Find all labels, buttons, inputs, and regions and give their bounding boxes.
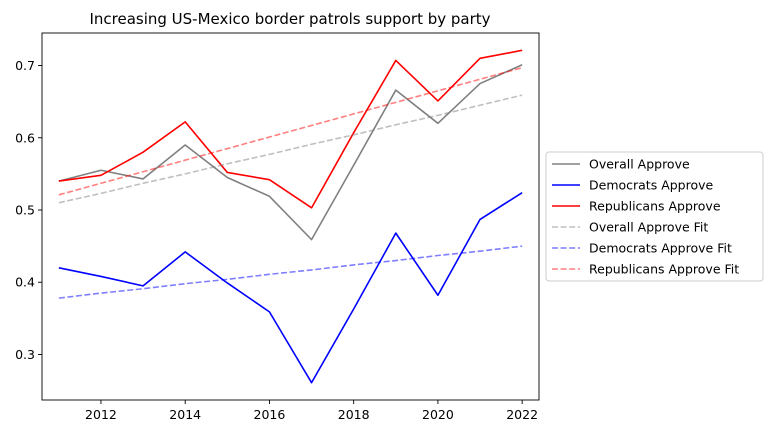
legend-label-republicans-approve: Republicans Approve <box>589 199 721 214</box>
y-tick-label: 0.3 <box>15 347 35 362</box>
legend-label-democrats-approve: Democrats Approve <box>589 178 714 193</box>
y-tick-label: 0.6 <box>15 130 35 145</box>
axes: 2012 2014 2016 2018 2020 2022 0.3 0.4 0.5 0.6 0.7 <box>15 32 540 422</box>
y-tick-label: 0.4 <box>15 275 35 290</box>
series-line-overall-approve-fit <box>58 94 523 204</box>
series-line-overall-approve <box>58 64 523 241</box>
legend-label-democrats-approve-fit: Democrats Approve Fit <box>589 241 732 256</box>
series-line-republicans-approve <box>58 49 523 209</box>
x-tick-label: 2014 <box>169 407 201 422</box>
series-line-democrats-approve <box>58 191 523 384</box>
x-tick-label: 2018 <box>338 407 370 422</box>
x-tick-label: 2012 <box>85 407 117 422</box>
x-tick-label: 2016 <box>254 407 286 422</box>
y-tick-label: 0.5 <box>15 202 35 217</box>
chart-title: Increasing US-Mexico border patrols supp… <box>89 10 490 28</box>
legend-label-overall-approve-fit: Overall Approve Fit <box>589 220 708 235</box>
series-line-republicans-approve-fit <box>58 66 523 196</box>
legend-label-overall-approve: Overall Approve <box>589 157 690 172</box>
x-tick-label: 2020 <box>422 407 454 422</box>
plot-area <box>58 49 523 384</box>
legend: Overall Approve Democrats Approve Republic… <box>545 151 764 282</box>
x-tick-label: 2022 <box>506 407 538 422</box>
axes-frame <box>41 32 540 401</box>
legend-label-republicans-approve-fit: Republicans Approve Fit <box>589 262 739 277</box>
legend-box <box>545 151 764 282</box>
y-tick-label: 0.7 <box>15 58 35 73</box>
series-line-democrats-approve-fit <box>58 245 523 299</box>
